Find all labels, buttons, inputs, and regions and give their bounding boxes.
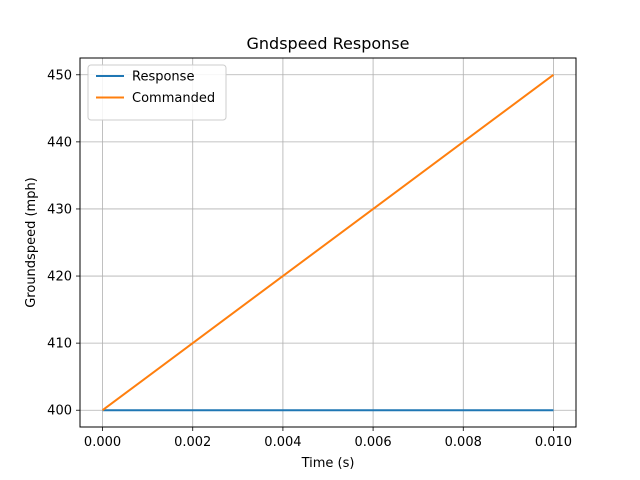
x-tick-label: 0.008 <box>445 435 482 450</box>
legend: Response Commanded <box>87 64 227 121</box>
ticks: 0.000 0.002 0.004 0.006 0.008 0.010 400 410 420 4… <box>47 68 572 450</box>
x-tick-label: 0.010 <box>535 435 572 450</box>
x-axis-label: Time (s) <box>301 456 355 471</box>
y-tick-label: 440 <box>47 135 72 150</box>
y-tick-label: 420 <box>47 270 72 285</box>
y-tick-label: 450 <box>47 68 72 83</box>
legend-label-commanded: Commanded <box>132 91 215 106</box>
y-tick-label: 430 <box>47 202 72 217</box>
y-tick-label: 410 <box>47 337 72 352</box>
chart-title: Gndspeed Response <box>247 34 410 53</box>
plot-frame <box>79 57 577 428</box>
legend-label-response: Response <box>132 70 194 85</box>
series-lines <box>101 73 555 412</box>
legend-box <box>87 64 227 121</box>
x-tick-label: 0.002 <box>174 435 211 450</box>
x-tick-label: 0.004 <box>264 435 301 450</box>
x-tick-label: 0.000 <box>84 435 121 450</box>
series-line-commanded <box>101 73 555 412</box>
y-tick-label: 400 <box>47 404 72 419</box>
y-axis-label: Groundspeed (mph) <box>24 177 39 308</box>
x-tick-label: 0.006 <box>354 435 391 450</box>
